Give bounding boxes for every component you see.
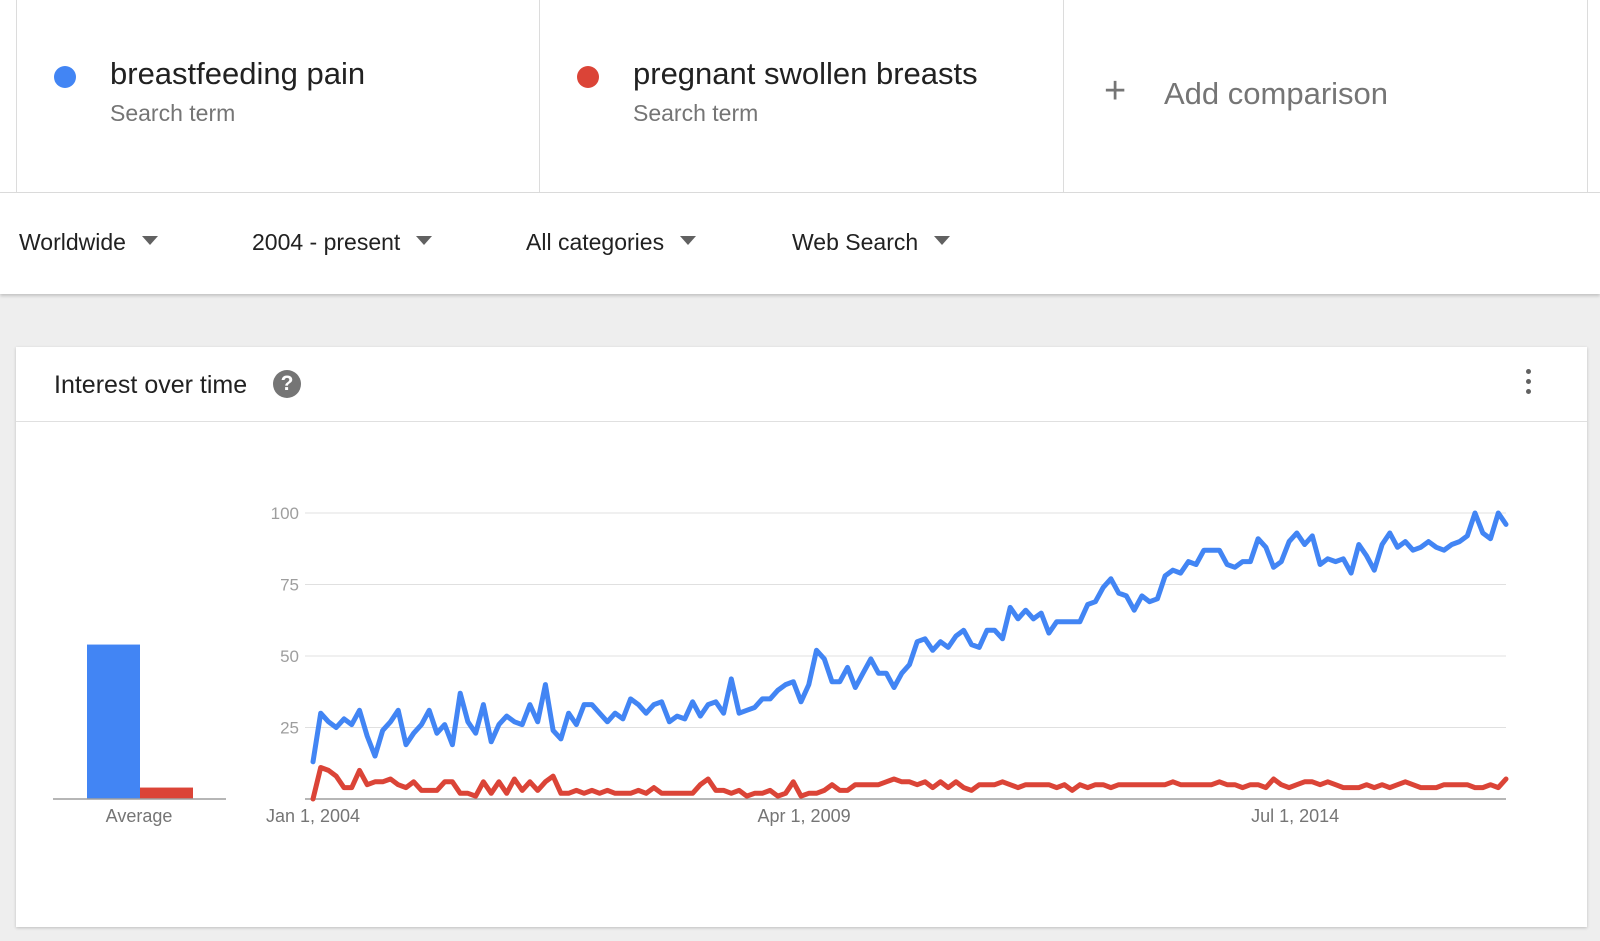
dropdown-arrow-icon (416, 236, 433, 246)
term-name[interactable]: pregnant swollen breasts (633, 56, 978, 91)
chart-gridlines: 25 50 75 100 (271, 504, 1506, 800)
y-tick-label-25: 25 (280, 719, 299, 738)
more-vert-icon[interactable] (1522, 369, 1534, 399)
dropdown-arrow-icon (141, 236, 158, 246)
interest-over-time-card: Interest over time ? 25 50 75 100 Average J… (16, 347, 1587, 927)
card-title: Interest over time (54, 371, 248, 399)
interest-chart: 25 50 75 100 Average Jan 1, 2004 Apr 1, 2009… (53, 504, 1509, 826)
x-tick-label-0: Jan 1, 2004 (266, 806, 360, 826)
search-type-dropdown-label: Web Search (792, 229, 919, 255)
term-card-pregnant-swollen-breasts[interactable]: pregnant swollen breasts Search term (539, 0, 1064, 192)
term-color-dot (577, 66, 599, 88)
term-name[interactable]: breastfeeding pain (110, 56, 366, 91)
y-tick-label-75: 75 (280, 576, 299, 595)
term-color-dot (54, 66, 76, 88)
y-tick-label-100: 100 (271, 504, 299, 523)
help-icon[interactable]: ? (273, 370, 301, 398)
series-line-1 (310, 765, 1509, 802)
time-range-dropdown[interactable]: 2004 - present (252, 229, 433, 256)
region-dropdown-label: Worldwide (19, 229, 126, 255)
average-bar-0 (87, 644, 140, 799)
average-label: Average (106, 806, 173, 826)
card-header: Interest over time ? (16, 347, 1587, 422)
term-card-breastfeeding-pain[interactable]: breastfeeding pain Search term (16, 0, 539, 192)
add-comparison-button[interactable]: + Add comparison (1063, 0, 1588, 192)
dropdown-arrow-icon (680, 236, 697, 246)
category-dropdown-label: All categories (526, 229, 665, 255)
x-axis-ticks: Jan 1, 2004 Apr 1, 2009 Jul 1, 2014 (266, 806, 1339, 826)
term-type-label: Search term (633, 100, 759, 126)
y-tick-label-50: 50 (280, 647, 299, 666)
average-bars: Average (53, 644, 226, 826)
filter-bar: Worldwide 2004 - present All categories … (0, 193, 1600, 294)
average-bar-1 (140, 787, 193, 799)
category-dropdown[interactable]: All categories (526, 229, 697, 256)
region-dropdown[interactable]: Worldwide (19, 229, 158, 256)
series-lines (310, 510, 1509, 802)
x-tick-label-1: Apr 1, 2009 (758, 806, 851, 826)
time-range-dropdown-label: 2004 - present (252, 229, 401, 255)
x-tick-label-2: Jul 1, 2014 (1251, 806, 1339, 826)
term-type-label: Search term (110, 100, 236, 126)
dropdown-arrow-icon (934, 236, 951, 246)
search-terms-bar: breastfeeding pain Search term pregnant … (0, 0, 1600, 193)
add-comparison-label: Add comparison (1164, 76, 1389, 111)
series-line-0 (310, 510, 1509, 765)
search-type-dropdown[interactable]: Web Search (792, 229, 951, 256)
plus-icon: + (1104, 70, 1127, 112)
